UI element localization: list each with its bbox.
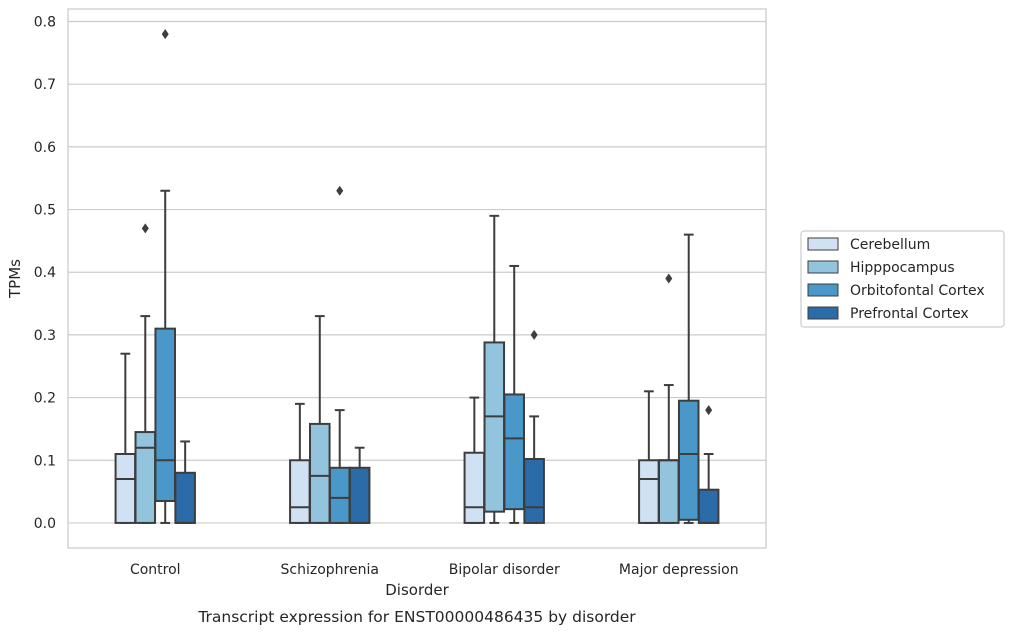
box-Hipppocampus-Schizophrenia (309, 315, 331, 524)
box-Cerebellum-Bipolar disorder (463, 396, 486, 524)
box-iqr (134, 431, 157, 524)
box-iqr (328, 466, 351, 524)
box-iqr (503, 393, 525, 511)
y-tick-label: 0.7 (34, 77, 56, 93)
box-iqr (677, 399, 700, 521)
box-iqr (638, 459, 660, 524)
box-Cerebellum-Major depression (638, 390, 660, 524)
box-Orbitofontal Cortex-Schizophrenia (328, 185, 351, 524)
box-Hipppocampus-Bipolar disorder (483, 214, 506, 524)
legend-label: Cerebellum (850, 237, 930, 253)
y-tick-label: 0.4 (34, 265, 56, 281)
box-Prefrontal Cortex-Schizophrenia (348, 446, 371, 524)
chart-caption: Transcript expression for ENST0000048643… (197, 608, 636, 626)
legend-swatch (807, 283, 839, 297)
x-tick-label: Major depression (619, 562, 739, 578)
box-iqr (697, 488, 720, 524)
box-Hipppocampus-Control (134, 223, 157, 524)
y-axis-label: TPMs (6, 259, 24, 299)
box-iqr (483, 341, 506, 513)
x-tick-label: Bipolar disorder (449, 562, 560, 578)
x-axis-label: Disorder (385, 581, 449, 599)
box-iqr (309, 422, 331, 524)
y-axis-ticks: 0.0 0.1 0.2 0.3 0.4 0.5 0.6 0.7 0.8 (34, 15, 56, 532)
box-Cerebellum-Control (114, 352, 137, 524)
box-iqr (289, 459, 311, 524)
plot-frame (67, 8, 767, 549)
x-axis-ticks: Control Schizophrenia Bipolar disorder Majo… (130, 562, 739, 578)
outlier-point (141, 223, 149, 234)
box-Orbitofontal Cortex-Bipolar disorder (503, 264, 525, 524)
y-tick-label: 0.5 (34, 203, 56, 219)
box-iqr (463, 451, 486, 524)
x-tick-label: Control (130, 562, 181, 578)
outlier-point (161, 29, 169, 40)
legend-swatch (807, 237, 839, 251)
legend-label: Orbitofontal Cortex (850, 283, 985, 299)
box-iqr (658, 459, 680, 524)
box-Prefrontal Cortex-Control (174, 440, 196, 524)
box-Prefrontal Cortex-Major depression (697, 405, 720, 524)
y-tick-label: 0.2 (34, 391, 56, 407)
boxes (114, 29, 720, 524)
y-tick-label: 0.6 (34, 140, 56, 156)
box-Orbitofontal Cortex-Major depression (677, 233, 700, 524)
box-Orbitofontal Cortex-Control (154, 29, 176, 524)
box-Prefrontal Cortex-Bipolar disorder (523, 329, 545, 524)
box-iqr (523, 458, 545, 524)
box-iqr (154, 327, 176, 502)
y-tick-label: 0.8 (34, 15, 56, 31)
box-iqr (114, 452, 137, 524)
box-Hipppocampus-Major depression (658, 273, 680, 524)
legend-label: Prefrontal Cortex (850, 306, 969, 322)
legend: Cerebellum Hipppocampus Orbitofontal Corte… (800, 230, 1005, 328)
y-tick-label: 0.0 (34, 516, 56, 532)
box-Cerebellum-Schizophrenia (289, 402, 311, 524)
outlier-point (530, 329, 538, 340)
y-tick-label: 0.1 (34, 453, 56, 469)
outlier-point (336, 185, 344, 196)
box-iqr (174, 471, 196, 524)
legend-frame (800, 230, 1005, 328)
box-iqr (348, 466, 371, 524)
legend-swatch (807, 306, 839, 320)
outlier-point (665, 273, 673, 284)
x-tick-label: Schizophrenia (281, 562, 379, 578)
y-tick-label: 0.3 (34, 328, 56, 344)
outlier-point (705, 405, 713, 416)
legend-label: Hipppocampus (850, 260, 955, 276)
legend-swatch (807, 260, 839, 274)
